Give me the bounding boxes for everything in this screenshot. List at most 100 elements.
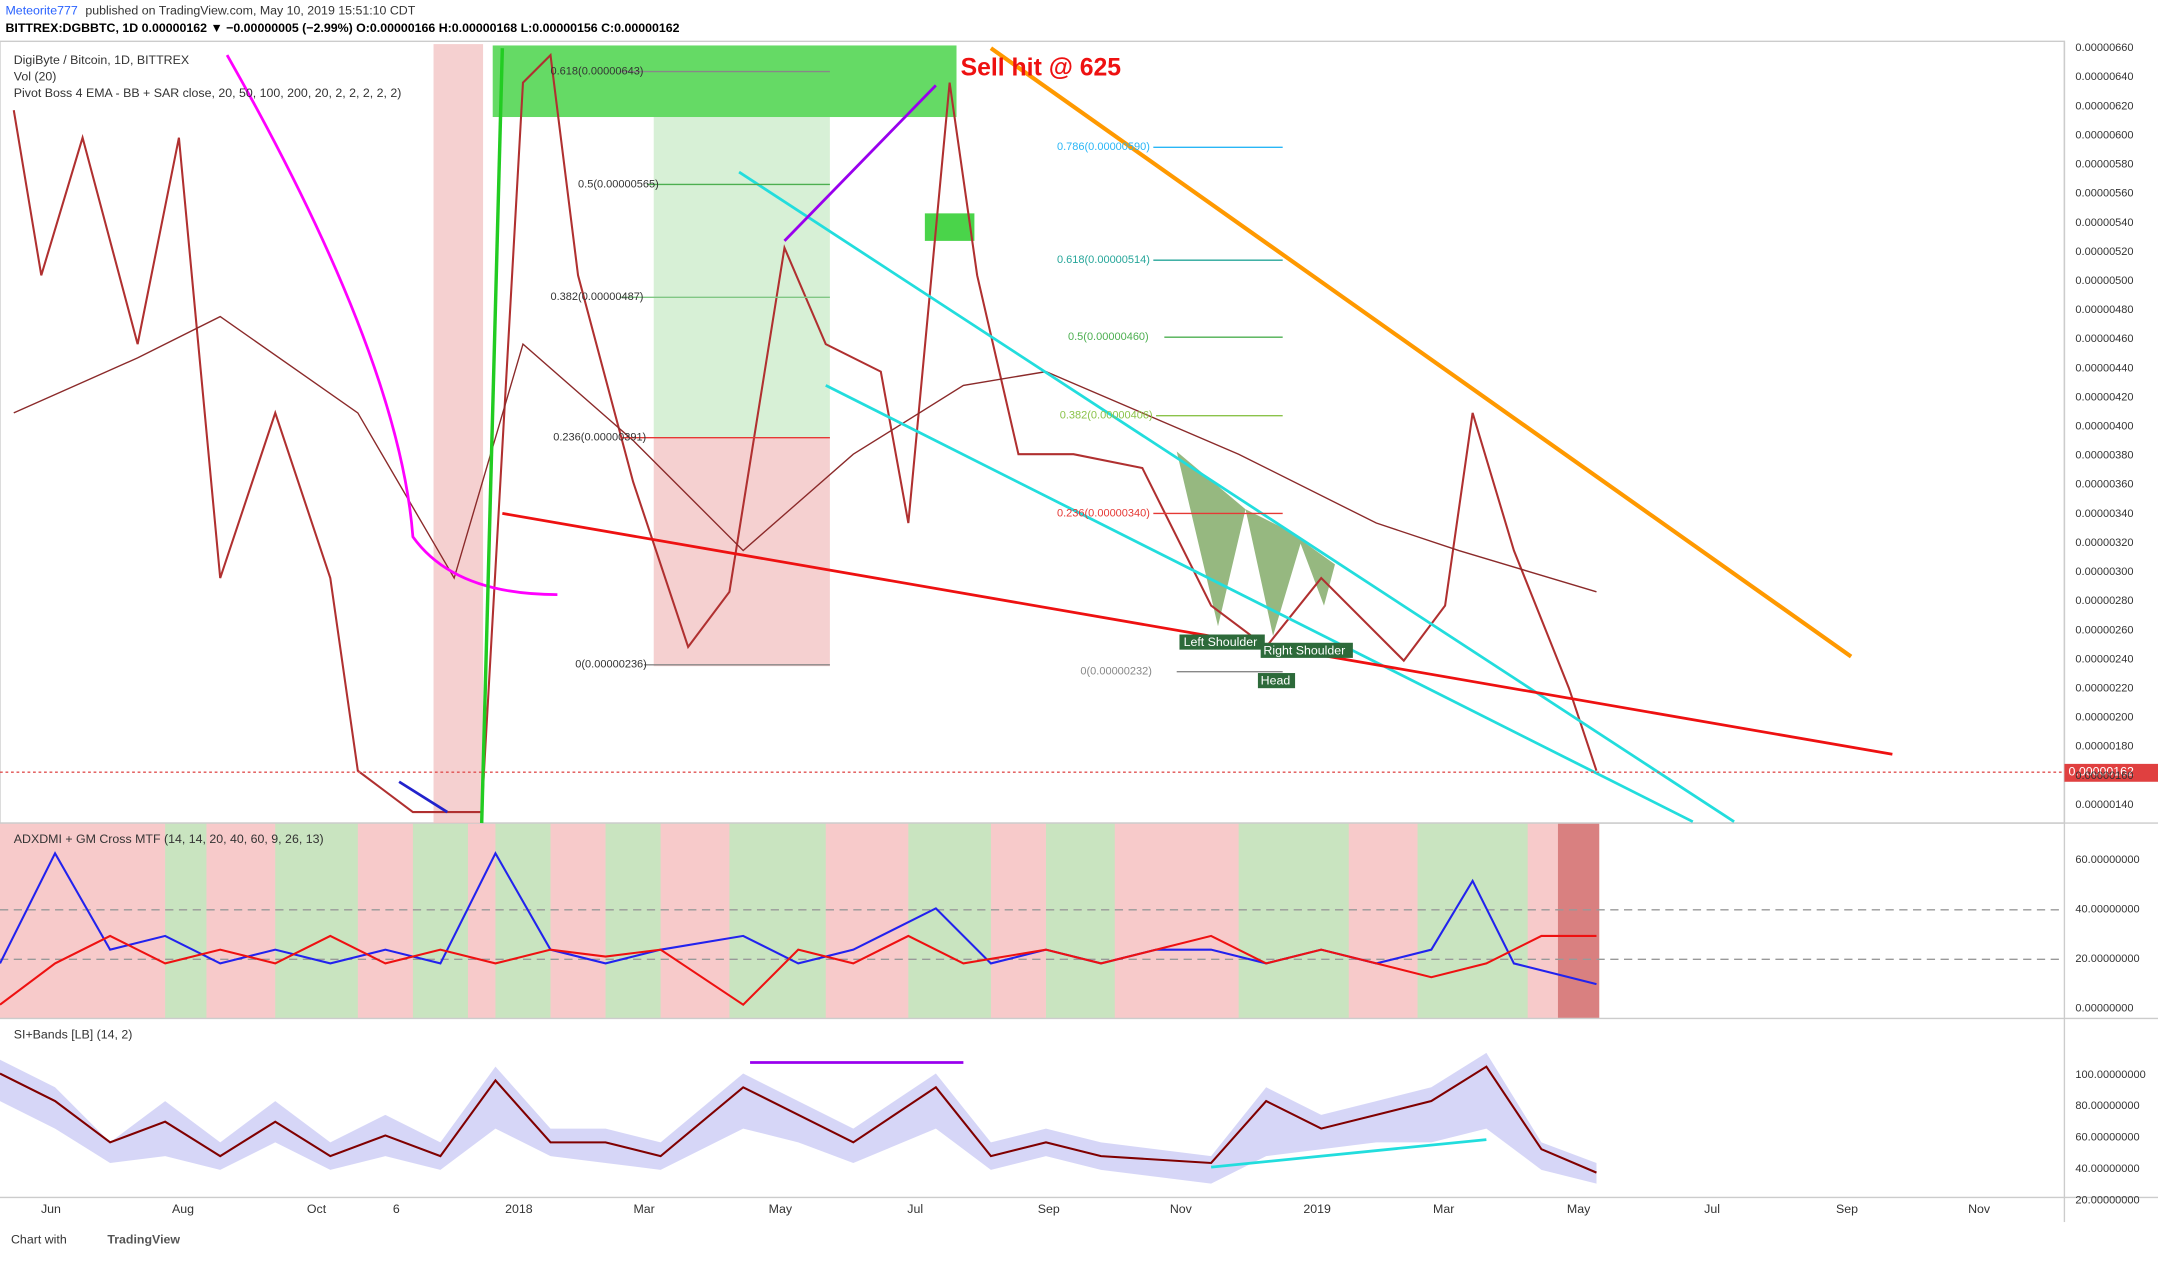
price-tick-label: 0.00000660	[2075, 42, 2133, 54]
price-tick-label: 0.00000300	[2075, 566, 2133, 578]
price-tick-label: 0.00000160	[2075, 770, 2133, 782]
fib-label: 0.618(0.00000643)	[551, 66, 644, 78]
price-tick-label: 0.00000520	[2075, 246, 2133, 258]
price-tick-label: 0.00000440	[2075, 362, 2133, 374]
price-tick-label: 0.00000140	[2075, 799, 2133, 811]
left-shoulder: Left Shoulder	[1184, 635, 1258, 649]
legend-volume: Vol (20)	[14, 69, 57, 83]
adx-tick-label: 40.00000000	[2075, 904, 2139, 916]
fib-label: 0.618(0.00000514)	[1057, 254, 1150, 266]
time-tick-label: Mar	[1433, 1202, 1454, 1216]
footer-brand[interactable]: TradingView	[107, 1232, 180, 1246]
sell-annotation: Sell hit @ 625	[961, 54, 1122, 81]
target-zone	[653, 117, 830, 438]
price-tick-label: 0.00000620	[2075, 100, 2133, 112]
fib-label: 0.236(0.00000340)	[1057, 507, 1150, 519]
green-curve	[479, 48, 505, 824]
price-tick-label: 0.00000540	[2075, 217, 2133, 229]
time-tick-label: May	[769, 1202, 793, 1216]
legend-symbol: DigiByte / Bitcoin, 1D, BITTREX	[14, 53, 189, 67]
ticker: BITTREX:DGBBTC, 1D 0.00000162 ▼ −0.00000…	[6, 21, 680, 35]
si-band	[0, 1052, 1597, 1184]
buy-zone	[924, 213, 975, 241]
orange-trendline	[989, 46, 1853, 659]
si-tick-label: 80.00000000	[2075, 1100, 2139, 1112]
price-tick-label: 0.00000340	[2075, 508, 2133, 520]
legend-overlay: Pivot Boss 4 EMA - BB + SAR close, 20, 5…	[14, 86, 402, 100]
fib-label: 0.236(0.00000391)	[553, 432, 646, 444]
adx-dark-band	[1557, 823, 1600, 1019]
time-tick-label: Nov	[1968, 1202, 1991, 1216]
legend-si: SI+Bands [LB] (14, 2)	[14, 1027, 133, 1041]
fib-label: 0(0.00000236)	[575, 659, 647, 671]
cyan-arrow	[1210, 1138, 1487, 1169]
price-tick-label: 0.00000280	[2075, 595, 2133, 607]
last-price-tag	[2064, 763, 2158, 782]
price-tick-label: 0.00000380	[2075, 450, 2133, 462]
price-tick-label: 0.00000600	[2075, 129, 2133, 141]
fib-label: 0.5(0.00000460)	[1068, 331, 1149, 343]
price-tick-label: 0.00000320	[2075, 537, 2133, 549]
price-tick-label: 0.00000640	[2075, 71, 2133, 83]
time-tick-label: Jun	[41, 1202, 61, 1216]
fib-label: 0.5(0.00000565)	[578, 178, 659, 190]
head: Head	[1261, 674, 1291, 688]
ema-sketch	[13, 315, 1597, 593]
red-trendline	[502, 512, 1893, 756]
footer-prefix: Chart with	[11, 1232, 67, 1246]
time-tick-label: May	[1567, 1202, 1591, 1216]
fib-label: 0.382(0.00000406)	[1060, 410, 1153, 422]
price-tick-label: 0.00000200	[2075, 712, 2133, 724]
magenta-arrow	[225, 54, 558, 596]
right-shoulder: Right Shoulder	[1263, 643, 1345, 657]
time-tick-label: 2018	[505, 1202, 533, 1216]
adx-tick-label: 0.00000000	[2075, 1003, 2133, 1015]
price-tick-label: 0.00000240	[2075, 653, 2133, 665]
si-tick-label: 20.00000000	[2075, 1194, 2139, 1206]
si-tick-label: 60.00000000	[2075, 1132, 2139, 1144]
adx-tick-label: 20.00000000	[2075, 953, 2139, 965]
label-box	[1257, 673, 1296, 689]
time-tick-label: Jul	[907, 1202, 923, 1216]
adx-red	[0, 934, 1597, 1007]
sell-zone	[492, 45, 957, 118]
time-tick-label: Mar	[633, 1202, 654, 1216]
time-tick-label: Nov	[1170, 1202, 1193, 1216]
highlight-zone	[433, 44, 484, 824]
price-tick-label: 0.00000180	[2075, 741, 2133, 753]
price-sketch	[12, 52, 1598, 814]
price-tick-label: 0.00000360	[2075, 479, 2133, 491]
stop-zone	[653, 437, 830, 667]
author[interactable]: Meteorite777	[6, 3, 78, 17]
price-tick-label: 0.00000420	[2075, 391, 2133, 403]
cyan-trendline	[825, 384, 1694, 823]
price-tick-label: 0.00000260	[2075, 624, 2133, 636]
price-tick-label: 0.00000580	[2075, 159, 2133, 171]
main-pane	[0, 40, 2066, 824]
purple-arrow	[783, 84, 937, 242]
price-tick-label: 0.00000220	[2075, 682, 2133, 694]
cyan-trendline	[738, 170, 1735, 823]
label-box	[1260, 642, 1353, 658]
adx-tick-label: 60.00000000	[2075, 854, 2139, 866]
fib-label: 0.382(0.00000487)	[551, 291, 644, 303]
time-tick-label: Jul	[1704, 1202, 1720, 1216]
si-tick-label: 40.00000000	[2075, 1163, 2139, 1175]
head-shoulders	[1176, 451, 1335, 636]
legend-adx: ADXDMI + GM Cross MTF (14, 14, 20, 40, 6…	[14, 832, 324, 846]
published: published on TradingView.com, May 10, 20…	[85, 3, 415, 17]
price-tick-label: 0.00000500	[2075, 275, 2133, 287]
label-box	[1179, 634, 1265, 650]
price-tick-label: 0.00000460	[2075, 333, 2133, 345]
time-tick-label: Sep	[1836, 1202, 1858, 1216]
fib-label: 0(0.00000232)	[1080, 666, 1152, 678]
fib-label: 0.786(0.00000590)	[1057, 141, 1150, 153]
time-tick-label: Aug	[172, 1202, 194, 1216]
time-tick-label: Oct	[307, 1202, 327, 1216]
adx-green-bands	[165, 823, 1528, 1019]
footer	[0, 1222, 2158, 1258]
price-tick-label: 0.00000480	[2075, 304, 2133, 316]
price-tick-label: 0.00000560	[2075, 188, 2133, 200]
time-tick-label: Sep	[1038, 1202, 1060, 1216]
